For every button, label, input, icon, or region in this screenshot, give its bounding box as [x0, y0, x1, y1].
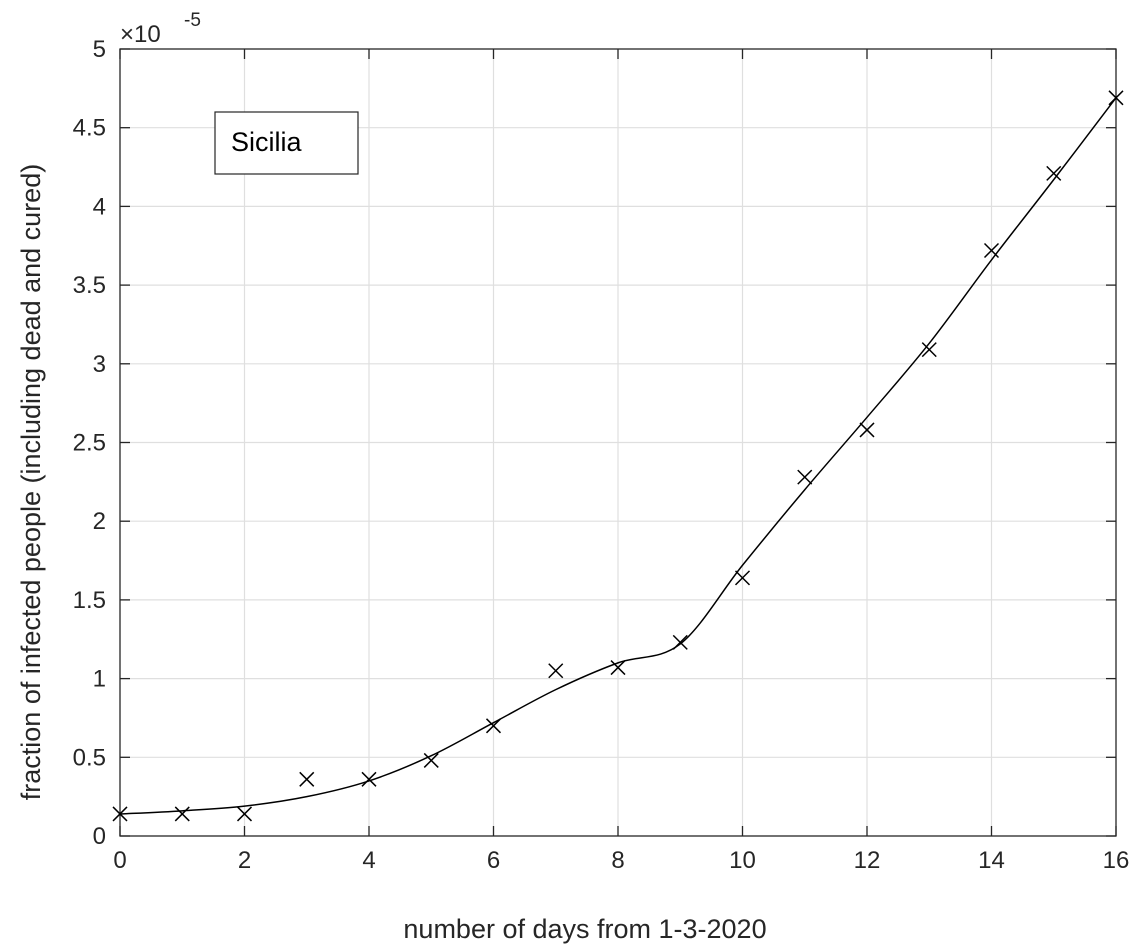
x-tick-label: 2	[238, 847, 251, 874]
data-point-marker	[361, 771, 377, 787]
x-tick-label: 10	[729, 847, 756, 874]
y-exponent-power: -5	[184, 10, 201, 31]
data-point-marker	[797, 469, 813, 485]
data-point-marker	[423, 752, 439, 768]
x-tick-label: 14	[978, 847, 1005, 874]
x-tick-label: 12	[854, 847, 881, 874]
data-point-marker	[299, 771, 315, 787]
x-axis-label: number of days from 1-3-2020	[403, 914, 766, 944]
y-tick-label: 0	[93, 823, 106, 850]
y-tick-label: 2	[93, 508, 106, 535]
y-tick-label: 2.5	[73, 430, 106, 457]
legend: Sicilia	[214, 111, 359, 175]
data-point-marker	[174, 806, 190, 822]
y-tick-label: 1.5	[73, 587, 106, 614]
y-tick-label: 1	[93, 666, 106, 693]
y-tick-label: 4.5	[73, 115, 106, 142]
data-point-marker	[859, 422, 875, 438]
data-point-marker	[983, 242, 1000, 259]
y-tick-label: 5	[93, 36, 106, 63]
grid-lines	[120, 49, 1116, 836]
data-point-marker	[548, 663, 564, 679]
x-tick-label: 8	[611, 847, 624, 874]
fit-line	[119, 97, 1117, 815]
data-point-marker	[921, 342, 937, 358]
legend-box	[214, 111, 359, 175]
x-axis-ticks: 0 2 4 6 8 10 12 14 16	[113, 49, 1129, 874]
data-point-marker	[1046, 165, 1062, 181]
y-tick-label: 0.5	[73, 744, 106, 771]
data-point-marker	[236, 806, 253, 822]
y-axis-label: fraction of infected people (including d…	[16, 164, 46, 800]
x-tick-label: 6	[487, 847, 500, 874]
y-axis-ticks: 0 0.5 1 1.5 2 2.5 3 3.5 4 4.5 5	[73, 36, 1116, 850]
legend-entry: Sicilia	[231, 127, 303, 157]
series-layer	[112, 90, 1124, 822]
y-tick-label: 4	[93, 193, 106, 220]
x-tick-label: 0	[113, 847, 126, 874]
data-point-marker	[734, 570, 751, 586]
data-point-marker	[610, 660, 626, 676]
y-exponent-label: ×10	[120, 21, 161, 48]
data-point-marker	[485, 718, 502, 734]
x-tick-label: 16	[1103, 847, 1130, 874]
y-tick-label: 3.5	[73, 272, 106, 299]
y-tick-label: 3	[93, 351, 106, 378]
x-tick-label: 4	[362, 847, 375, 874]
